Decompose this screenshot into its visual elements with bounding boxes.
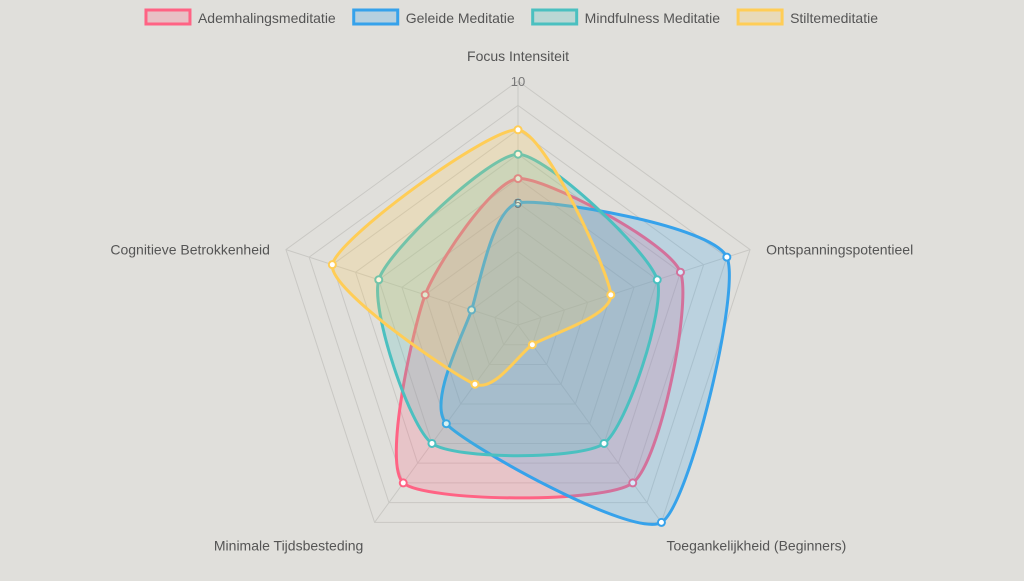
data-point-geleide-meditatie[interactable]	[656, 517, 666, 527]
legend-label: Mindfulness Meditatie	[585, 10, 721, 26]
data-point-stiltemeditatie[interactable]	[513, 125, 523, 135]
data-point-mindfulness-meditatie[interactable]	[374, 275, 384, 285]
axis-labels: 5 10 Focus Intensiteit Ontspanningspotentie…	[110, 48, 913, 553]
legend-item-mindfulness-meditatie[interactable]: Mindfulness Meditatie	[531, 8, 721, 26]
grid-spoke	[517, 249, 751, 326]
grid-ring	[354, 153, 682, 464]
grid-ring	[471, 275, 565, 365]
grid-ring	[494, 299, 542, 346]
grid-spoke	[285, 249, 519, 326]
data-point-ademhalingsmeditatie[interactable]	[675, 267, 685, 277]
tick-label: 5	[514, 196, 521, 211]
data-point-mindfulness-meditatie[interactable]	[427, 438, 437, 448]
data-point-geleide-meditatie[interactable]	[722, 252, 732, 262]
legend-label: Ademhalingsmeditatie	[198, 10, 336, 26]
series-area-stiltemeditatie	[330, 128, 613, 387]
axis-label: Minimale Tijdsbesteding	[214, 537, 363, 553]
legend-label: Geleide Meditatie	[406, 10, 515, 26]
grid-ring	[447, 251, 589, 385]
axis-label: Ontspanningspotentieel	[766, 242, 913, 258]
legend-swatch	[144, 8, 192, 26]
axis-label: Toegankelijkheid (Beginners)	[667, 537, 847, 553]
data-point-mindfulness-meditatie[interactable]	[599, 438, 609, 448]
data-point-ademhalingsmeditatie[interactable]	[513, 174, 523, 184]
grid-ring	[285, 80, 751, 523]
data-point-geleide-meditatie[interactable]	[441, 419, 451, 429]
data-point-stiltemeditatie[interactable]	[327, 260, 337, 270]
data-point-geleide-meditatie[interactable]	[513, 198, 523, 208]
series-layer	[327, 125, 732, 527]
grid-ring	[424, 226, 612, 405]
data-point-ademhalingsmeditatie[interactable]	[628, 478, 638, 488]
tick-label: 10	[511, 74, 525, 89]
grid-spoke	[517, 324, 662, 523]
grid-ring	[378, 177, 658, 444]
data-point-stiltemeditatie[interactable]	[606, 290, 616, 300]
grid-ring	[401, 202, 635, 425]
data-point-stiltemeditatie[interactable]	[527, 340, 537, 350]
axis-label: Focus Intensiteit	[467, 48, 569, 64]
data-point-mindfulness-meditatie[interactable]	[513, 149, 523, 159]
legend-item-stiltemeditatie[interactable]: Stiltemeditatie	[736, 8, 878, 26]
data-point-geleide-meditatie[interactable]	[467, 305, 477, 315]
data-point-ademhalingsmeditatie[interactable]	[420, 290, 430, 300]
series-area-mindfulness-meditatie	[376, 152, 660, 458]
legend-swatch	[531, 8, 579, 26]
grid-ring	[331, 129, 705, 484]
axis-label: Cognitieve Betrokkenheid	[110, 242, 270, 258]
legend-label: Stiltemeditatie	[790, 10, 878, 26]
data-point-stiltemeditatie[interactable]	[470, 379, 480, 389]
legend-swatch	[736, 8, 784, 26]
legend-item-ademhalingsmeditatie[interactable]: Ademhalingsmeditatie	[144, 8, 336, 26]
legend-item-geleide-meditatie[interactable]: Geleide Meditatie	[352, 8, 515, 26]
legend-swatch	[352, 8, 400, 26]
legend: Ademhalingsmeditatie Geleide Meditatie Min…	[144, 8, 878, 26]
data-point-mindfulness-meditatie[interactable]	[652, 275, 662, 285]
data-point-ademhalingsmeditatie[interactable]	[398, 478, 408, 488]
grid-ring	[308, 104, 728, 504]
